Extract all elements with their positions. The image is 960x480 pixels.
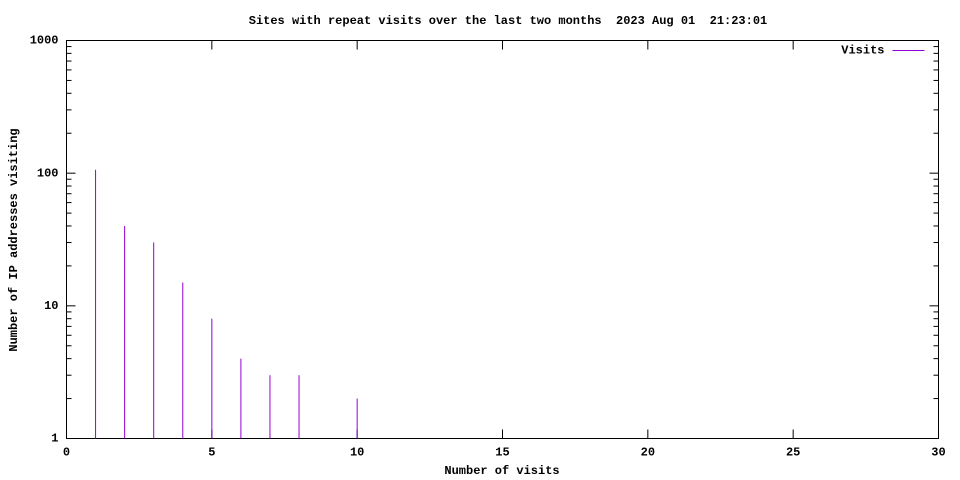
x-tick-label: 25 xyxy=(786,446,800,460)
x-tick-label: 20 xyxy=(641,446,655,460)
x-axis-label: Number of visits xyxy=(444,464,559,478)
chart-title: Sites with repeat visits over the last t… xyxy=(249,14,767,28)
x-tick-label: 30 xyxy=(931,446,945,460)
x-tick-label: 10 xyxy=(350,446,364,460)
x-tick-label: 0 xyxy=(63,446,70,460)
y-tick-label: 100 xyxy=(37,166,59,180)
y-axis-label: Number of IP addresses visiting xyxy=(7,128,21,351)
y-tick-label: 1000 xyxy=(30,34,59,48)
y-tick-label: 1 xyxy=(51,432,58,446)
x-tick-label: 5 xyxy=(208,446,215,460)
x-tick-label: 15 xyxy=(495,446,509,460)
y-tick-label: 10 xyxy=(44,299,58,313)
legend-label: Visits xyxy=(841,44,884,58)
